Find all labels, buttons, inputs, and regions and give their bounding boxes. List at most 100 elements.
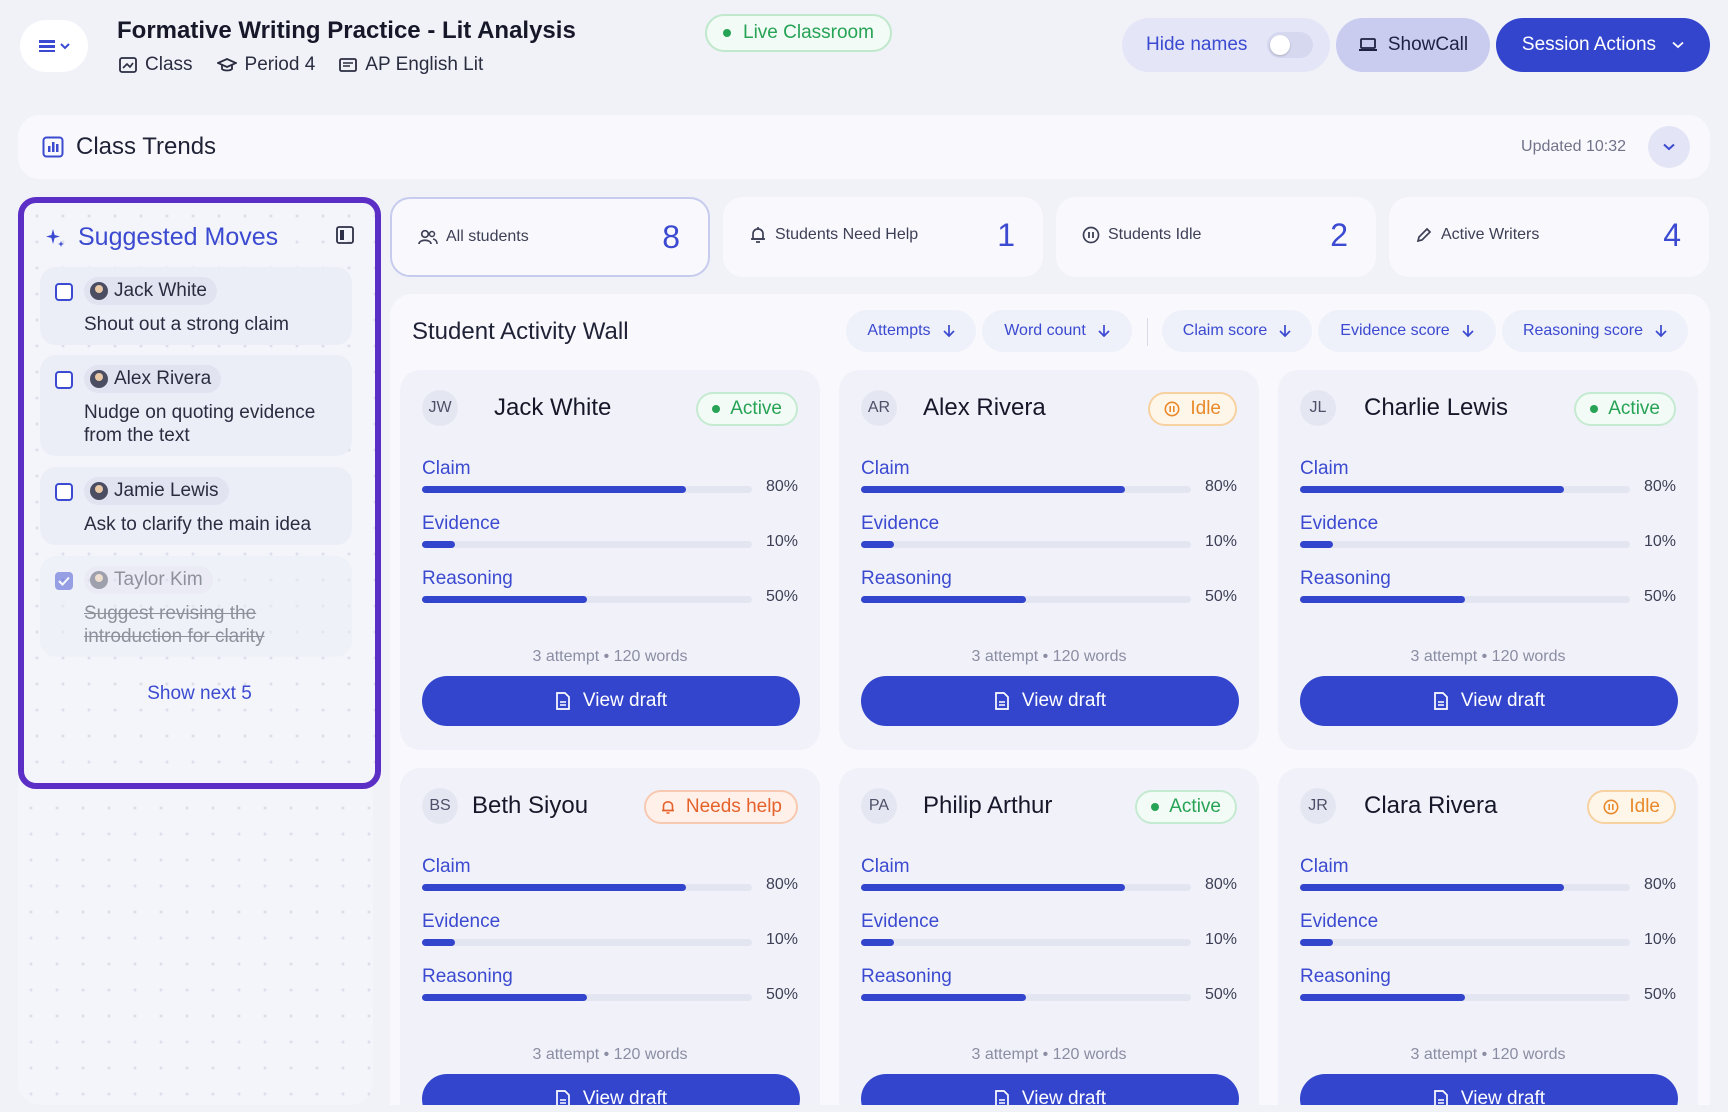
check-icon <box>58 576 70 586</box>
status-label: Active <box>1608 398 1660 419</box>
menu-button[interactable] <box>20 20 88 72</box>
stat-label: Active Writers <box>1441 226 1540 243</box>
sort-attempts-button[interactable]: Attempts <box>846 310 976 352</box>
card-footer: 3 attempt • 120 words <box>971 1046 1127 1063</box>
metric-reasoning-pct: 50% <box>1204 588 1237 605</box>
showcall-button[interactable]: ShowCall <box>1336 18 1490 72</box>
metric-evidence-pct: 10% <box>765 533 798 550</box>
move-checkbox[interactable] <box>55 483 73 501</box>
view-draft-button[interactable]: View draft <box>861 1074 1239 1105</box>
progress-fill <box>861 939 894 946</box>
move-text: Nudge on quoting evidence from the text <box>84 402 316 446</box>
trends-expand-button[interactable] <box>1648 126 1690 168</box>
document-icon <box>1434 692 1448 710</box>
updated-timestamp: Updated 10:32 <box>1521 138 1626 155</box>
student-card: PA Philip Arthur Active Claim 80% Eviden… <box>839 768 1259 1105</box>
metric-claim-label: Claim <box>861 458 910 479</box>
stat-active-writers[interactable]: Active Writers 4 <box>1389 197 1709 277</box>
card-footer: 3 attempt • 120 words <box>971 648 1127 665</box>
metric-reasoning-label: Reasoning <box>861 966 952 987</box>
graduation-cap-icon <box>216 58 237 72</box>
progress-fill <box>422 884 686 891</box>
view-draft-button[interactable]: View draft <box>1300 676 1678 726</box>
student-name: Philip Arthur <box>923 792 1053 819</box>
pause-icon <box>1603 799 1619 815</box>
show-next-link[interactable]: Show next 5 <box>147 683 252 704</box>
view-draft-button[interactable]: View draft <box>422 676 800 726</box>
active-dot-icon <box>1151 803 1160 811</box>
stat-label-row: All students <box>418 228 529 246</box>
avatar <box>90 482 108 500</box>
class-trends-bar: Class Trends Updated 10:32 <box>18 115 1710 179</box>
document-icon <box>556 692 570 710</box>
status-badge: Idle <box>1148 392 1237 426</box>
arrow-down-icon <box>1462 325 1474 338</box>
student-name: Clara Rivera <box>1364 792 1498 819</box>
sort-word-count-button[interactable]: Word count <box>982 310 1132 352</box>
avatar: BS <box>422 788 458 824</box>
session-actions-button[interactable]: Session Actions <box>1496 18 1710 72</box>
metric-reasoning-pct: 50% <box>765 986 798 1003</box>
suggested-move-item[interactable]: Jack White Shout out a strong claim <box>40 267 352 345</box>
hide-names-toggle[interactable]: Hide names <box>1122 18 1330 72</box>
student-chip: Jack White <box>84 277 217 305</box>
class-meta: Class Period 4 AP English Lit <box>119 54 483 76</box>
view-draft-label: View draft <box>1460 690 1546 711</box>
claim-progress-bar <box>422 884 752 891</box>
pause-icon <box>1082 226 1100 244</box>
move-checkbox[interactable] <box>55 371 73 389</box>
view-draft-label: View draft <box>1460 1088 1546 1105</box>
sort-label: Claim score <box>1182 322 1268 339</box>
suggested-move-item-completed[interactable]: Taylor Kim Suggest revising the introduc… <box>40 556 352 657</box>
view-draft-button[interactable]: View draft <box>422 1074 800 1105</box>
bell-icon <box>751 227 765 243</box>
evidence-progress-bar <box>422 541 752 548</box>
metric-reasoning-pct: 50% <box>1204 986 1237 1003</box>
move-text: Ask to clarify the main idea <box>84 514 312 535</box>
arrow-down-icon <box>1655 325 1667 338</box>
arrow-down-icon <box>1279 325 1291 338</box>
status-badge: Idle <box>1587 790 1676 824</box>
progress-fill <box>1300 884 1564 891</box>
toggle-switch[interactable] <box>1267 32 1314 58</box>
sort-label: Evidence score <box>1340 322 1450 339</box>
stat-all-students[interactable]: All students 8 <box>390 197 710 277</box>
reasoning-progress-bar <box>1300 596 1630 603</box>
student-name: Alex Rivera <box>923 394 1046 421</box>
live-dot-icon <box>723 29 731 37</box>
stat-students-need-help[interactable]: Students Need Help 1 <box>723 197 1043 277</box>
meta-period-label: Period 4 <box>244 54 316 75</box>
metric-evidence-pct: 10% <box>1643 931 1676 948</box>
status-label: Idle <box>1629 796 1660 817</box>
users-icon <box>418 229 438 245</box>
document-icon <box>995 1090 1009 1105</box>
stat-label-row: Students Idle <box>1082 226 1201 244</box>
sort-claim-score-button[interactable]: Claim score <box>1162 310 1312 352</box>
claim-progress-bar <box>1300 884 1630 891</box>
suggested-move-item[interactable]: Alex Rivera Nudge on quoting evidence fr… <box>40 355 352 456</box>
sort-reasoning-score-button[interactable]: Reasoning score <box>1502 310 1688 352</box>
bell-icon <box>661 800 674 814</box>
view-draft-button[interactable]: View draft <box>1300 1074 1678 1105</box>
showcall-label: ShowCall <box>1387 34 1469 55</box>
suggested-move-item[interactable]: Jamie Lewis Ask to clarify the main idea <box>40 467 352 545</box>
sort-evidence-score-button[interactable]: Evidence score <box>1318 310 1496 352</box>
stat-students-idle[interactable]: Students Idle 2 <box>1056 197 1376 277</box>
progress-fill <box>422 541 455 548</box>
document-icon <box>995 692 1009 710</box>
student-name: Charlie Lewis <box>1364 394 1509 421</box>
progress-fill <box>422 939 455 946</box>
metric-claim-pct: 80% <box>765 478 798 495</box>
sparkle-icon <box>46 228 64 247</box>
toggle-knob <box>1270 35 1291 55</box>
move-student-name: Taylor Kim <box>114 569 203 590</box>
collapse-panel-icon[interactable] <box>335 225 355 245</box>
sort-label: Word count <box>1004 322 1086 339</box>
move-checkbox-checked[interactable] <box>55 572 73 590</box>
student-card: AR Alex Rivera Idle Claim 80% Evidence 1… <box>839 370 1259 750</box>
avatar: PA <box>861 788 897 824</box>
student-chip: Jamie Lewis <box>84 477 229 505</box>
move-checkbox[interactable] <box>55 283 73 301</box>
view-draft-button[interactable]: View draft <box>861 676 1239 726</box>
active-dot-icon <box>712 405 721 413</box>
